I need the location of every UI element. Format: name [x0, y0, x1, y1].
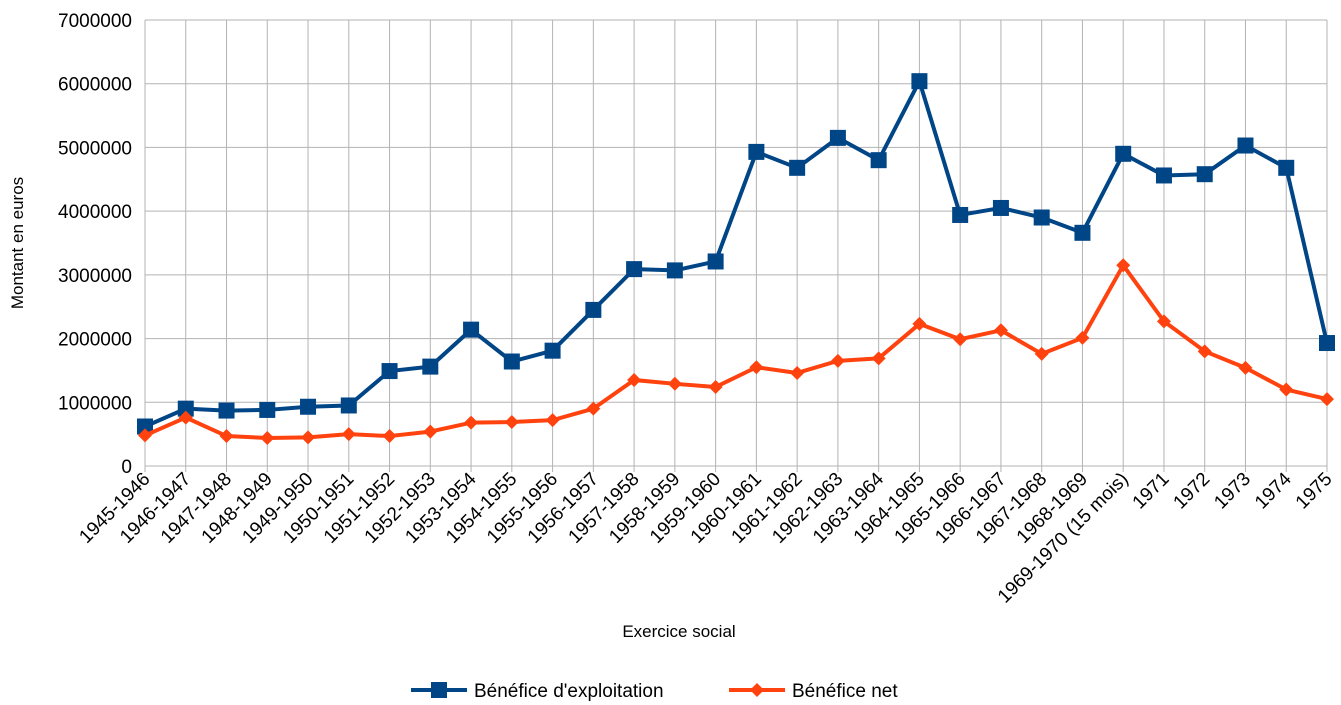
data-point [627, 372, 642, 387]
data-point [503, 353, 520, 370]
grid [144, 19, 1328, 472]
x-tick-label: 1973 [1210, 469, 1255, 514]
legend: Bénéfice d'exploitation Bénéfice net [411, 681, 898, 702]
data-point [1319, 335, 1335, 352]
data-point [1196, 166, 1213, 183]
x-axis-ticks: 1945-19461946-19471947-19481948-19491949… [75, 468, 1336, 607]
data-point [1279, 382, 1294, 397]
legend-marker-diamond [750, 683, 764, 697]
data-point [138, 428, 152, 443]
data-point [707, 253, 724, 270]
y-axis-title: Montant en euros [8, 177, 27, 309]
series-line [144, 79, 1329, 429]
data-point [1033, 209, 1050, 226]
data-point [1116, 258, 1131, 273]
series-exploitation [137, 73, 1335, 435]
data-point [423, 424, 438, 439]
data-point [1238, 360, 1253, 375]
x-axis-title: Exercice social [622, 622, 735, 641]
data-point [748, 143, 765, 160]
data-point [260, 430, 275, 445]
data-point [1075, 330, 1090, 345]
data-point [1197, 344, 1212, 359]
series-net [138, 258, 1334, 445]
legend-label-exploitation: Bénéfice d'exploitation [474, 681, 664, 702]
data-point [912, 316, 927, 331]
data-point [1034, 346, 1049, 361]
data-point [1278, 159, 1295, 176]
data-point [708, 379, 723, 394]
data-point [829, 129, 846, 146]
data-point [259, 401, 276, 418]
data-point [667, 376, 682, 391]
series-lines [137, 73, 1335, 445]
data-point [1115, 145, 1132, 162]
data-point [993, 323, 1008, 338]
series-line [144, 263, 1328, 440]
y-tick-label: 2000000 [58, 330, 132, 351]
x-tick-label: 1975 [1292, 469, 1337, 514]
data-point [1156, 314, 1171, 329]
x-tick-label: 1972 [1170, 469, 1215, 514]
data-point [177, 400, 194, 417]
data-point [137, 418, 153, 435]
data-point [790, 365, 805, 380]
legend-item-exploitation: Bénéfice d'exploitation [411, 681, 664, 702]
data-point [219, 429, 234, 444]
data-point [585, 301, 602, 318]
data-point [1074, 224, 1091, 241]
data-point [340, 397, 357, 414]
data-point [830, 353, 845, 368]
y-axis-ticks: 0 1000000 2000000 3000000 4000000 5000000 6000… [58, 11, 132, 478]
data-point [463, 321, 480, 338]
legend-marker-square [431, 682, 447, 698]
data-point [301, 430, 316, 445]
data-point [1237, 137, 1254, 154]
data-point [952, 206, 969, 223]
data-point [871, 351, 886, 366]
data-point [626, 261, 643, 278]
data-point [341, 427, 356, 442]
legend-label-net: Bénéfice net [792, 681, 898, 702]
y-tick-label: 0 [121, 457, 132, 478]
data-point [992, 199, 1009, 216]
y-tick-label: 5000000 [58, 138, 132, 159]
data-point [382, 429, 397, 444]
data-point [218, 402, 235, 419]
data-point [300, 398, 317, 415]
x-tick-label: 1971 [1129, 469, 1174, 514]
y-tick-label: 7000000 [58, 11, 132, 32]
data-point [1320, 392, 1334, 407]
data-point [666, 262, 683, 279]
y-tick-label: 4000000 [58, 202, 132, 223]
data-point [422, 358, 439, 375]
y-tick-label: 6000000 [58, 75, 132, 96]
data-point [464, 415, 479, 430]
data-point [953, 332, 968, 347]
data-point [504, 415, 519, 430]
data-point [749, 360, 764, 375]
data-point [789, 159, 806, 176]
legend-item-net: Bénéfice net [729, 681, 898, 702]
x-tick-label: 1974 [1251, 468, 1296, 513]
data-point [545, 413, 560, 428]
y-tick-label: 1000000 [58, 393, 132, 414]
data-point [544, 342, 561, 359]
data-point [586, 401, 601, 416]
y-tick-label: 3000000 [58, 266, 132, 287]
data-point [381, 363, 398, 380]
data-point [178, 410, 193, 425]
data-point [870, 152, 887, 169]
data-point [911, 73, 928, 90]
data-point [1155, 167, 1172, 184]
